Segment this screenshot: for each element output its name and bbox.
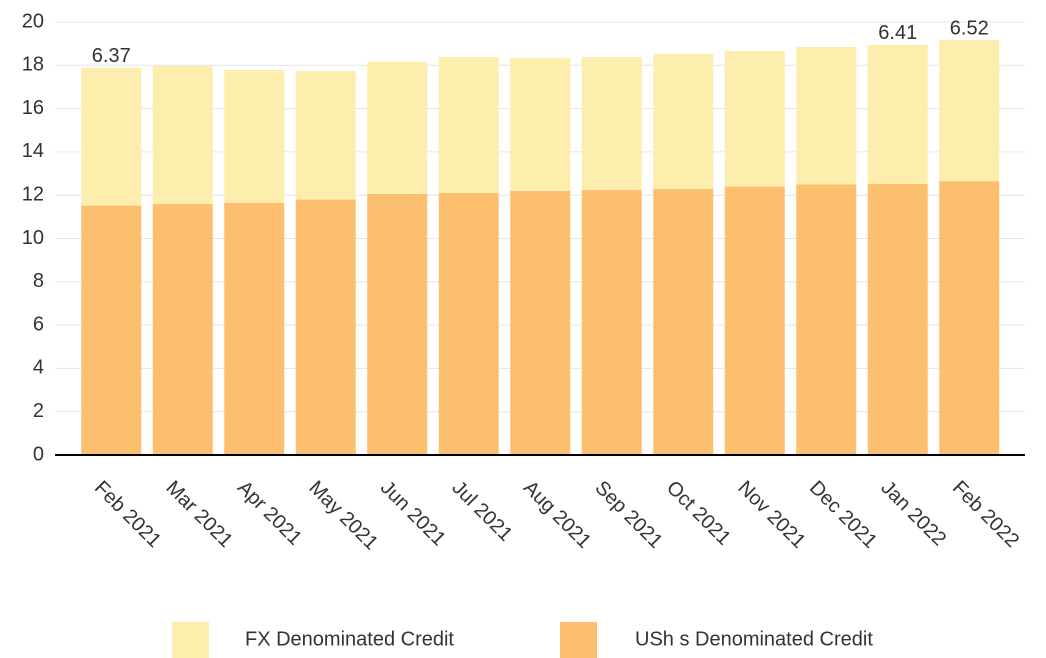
bar-segment (581, 57, 642, 190)
bar-segment (724, 186, 785, 456)
bar-segment (438, 57, 499, 194)
x-tick-label: Feb 2021 (90, 477, 165, 552)
bar-segment (796, 184, 857, 455)
bar-segment (367, 61, 428, 194)
bar-segment (653, 188, 714, 455)
x-tick-label: Jul 2021 (447, 477, 516, 546)
bar-segment (939, 39, 1000, 182)
bar-segment (724, 51, 785, 187)
x-tick-label: Feb 2022 (948, 477, 1023, 552)
y-tick-label: 10 (22, 227, 44, 249)
x-tick-label: Sep 2021 (590, 477, 666, 553)
bar-segment (796, 46, 857, 185)
y-tick-label: 8 (33, 270, 44, 292)
y-tick-label: 20 (22, 10, 44, 32)
bar-segment (438, 193, 499, 455)
data-label: 6.52 (950, 17, 989, 39)
x-tick-label: Apr 2021 (233, 477, 306, 550)
y-tick-label: 12 (22, 183, 44, 205)
bar-segment (81, 205, 142, 455)
bar-segment (510, 57, 571, 191)
bar-segment (510, 190, 571, 455)
x-tick-label: Mar 2021 (161, 477, 236, 552)
data-label: 6.41 (878, 22, 917, 44)
x-tick-label: Oct 2021 (662, 477, 735, 550)
x-tick-label: Jun 2021 (376, 477, 450, 551)
x-tick-label: Jan 2022 (876, 477, 950, 551)
legend-label: USh s Denominated Credit (635, 628, 873, 650)
bar-segment (581, 189, 642, 455)
bar-segment (367, 193, 428, 455)
y-tick-label: 2 (33, 400, 44, 422)
y-tick-label: 16 (22, 97, 44, 119)
bar-segment (653, 54, 714, 189)
bar-segment (939, 181, 1000, 455)
x-tick-label: Nov 2021 (733, 477, 809, 553)
x-tick-label: May 2021 (304, 477, 382, 555)
legend-label: FX Denominated Credit (245, 628, 454, 650)
y-tick-label: 18 (22, 54, 44, 76)
bar-segment (867, 183, 928, 455)
y-tick-label: 0 (33, 443, 44, 465)
x-tick-label: Dec 2021 (805, 477, 881, 553)
data-label: 6.37 (92, 45, 131, 67)
legend-swatch (172, 622, 209, 658)
bar-segment (295, 199, 356, 455)
bar-segment (867, 44, 928, 184)
bar-segment (295, 70, 356, 200)
bar-segment (224, 70, 285, 203)
bar-segment (152, 65, 213, 205)
y-tick-label: 4 (33, 357, 44, 379)
bar-segment (81, 67, 142, 206)
y-tick-label: 14 (22, 140, 44, 162)
y-tick-label: 6 (33, 313, 44, 335)
bar-segment (224, 202, 285, 455)
x-tick-label: Aug 2021 (519, 477, 595, 553)
legend-swatch (560, 622, 597, 658)
bar-segment (152, 204, 213, 455)
